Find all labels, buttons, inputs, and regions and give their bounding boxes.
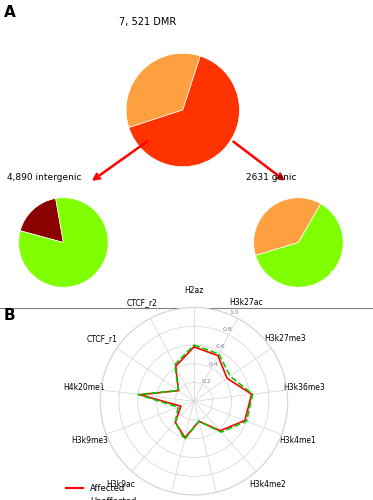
Text: Hyper
38%: Hyper 38% bbox=[239, 194, 268, 214]
Text: Hypo
62%: Hypo 62% bbox=[329, 272, 353, 291]
Text: Hyper
18%: Hyper 18% bbox=[2, 196, 30, 216]
Wedge shape bbox=[126, 54, 200, 128]
Text: 2631 genic: 2631 genic bbox=[246, 173, 297, 182]
Wedge shape bbox=[254, 198, 321, 256]
Wedge shape bbox=[256, 204, 343, 288]
Text: 7, 521 DMR: 7, 521 DMR bbox=[119, 18, 176, 28]
Text: genic
35%: genic 35% bbox=[111, 56, 139, 76]
Text: B: B bbox=[4, 308, 15, 322]
Text: intergenic
65%: intergenic 65% bbox=[227, 144, 279, 164]
Wedge shape bbox=[19, 198, 108, 288]
Text: Hypo
82%: Hypo 82% bbox=[97, 269, 121, 288]
Text: 4,890 intergenic: 4,890 intergenic bbox=[7, 173, 82, 182]
Wedge shape bbox=[129, 56, 239, 166]
Wedge shape bbox=[20, 198, 63, 242]
Legend: Affected, Unaffected: Affected, Unaffected bbox=[63, 481, 140, 500]
Text: A: A bbox=[4, 5, 16, 20]
